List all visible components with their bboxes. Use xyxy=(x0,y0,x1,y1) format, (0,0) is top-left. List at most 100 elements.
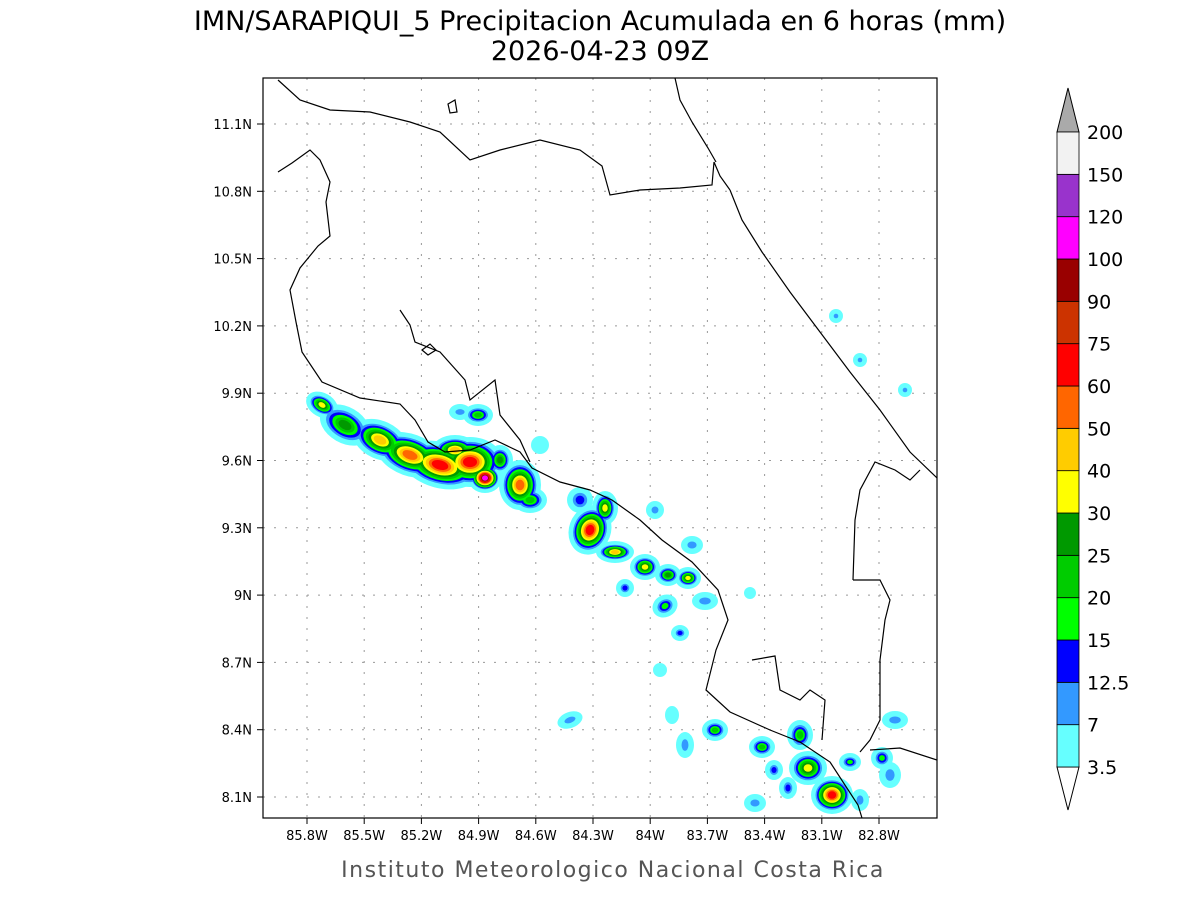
precip-contour xyxy=(455,409,465,415)
colorbar-swatch xyxy=(1056,512,1080,556)
precip-contour xyxy=(610,549,620,555)
precip-contour xyxy=(687,541,697,549)
colorbar-label: 15 xyxy=(1087,630,1111,652)
precip-contour xyxy=(481,475,489,481)
precip-contour xyxy=(744,587,756,599)
colorbar-swatch xyxy=(1056,554,1080,599)
precip-contour xyxy=(677,630,683,636)
precip-contour xyxy=(711,727,719,733)
lon-tick-label: 84.9W xyxy=(458,829,500,844)
precip-contour xyxy=(515,479,525,491)
colorbar: 3.5 7 12.5 15 20 25 30 40 50 60 75 90 100 120 150 200 xyxy=(1056,87,1129,811)
precip-contour xyxy=(653,663,667,677)
precip-contour xyxy=(641,564,649,570)
lon-tick-label: 84.3W xyxy=(572,829,614,844)
precip-contour xyxy=(525,496,535,504)
lon-tick-label: 83.4W xyxy=(744,829,786,844)
colorbar-label: 120 xyxy=(1087,207,1123,229)
colorbar-label: 75 xyxy=(1087,334,1111,356)
colorbar-label: 30 xyxy=(1087,503,1111,525)
panama-border xyxy=(852,461,937,761)
precip-contour xyxy=(803,764,813,772)
nicaragua-border xyxy=(277,79,731,196)
grid-lines xyxy=(263,78,937,818)
precip-contour xyxy=(462,456,478,468)
precip-contour xyxy=(847,759,853,765)
precip-contour xyxy=(531,436,549,454)
colorbar-swatch xyxy=(1056,216,1080,260)
precip-contour xyxy=(785,784,791,792)
precip-contour xyxy=(602,504,608,512)
precip-contour xyxy=(651,506,659,514)
precip-contour xyxy=(402,450,418,460)
colorbar-swatch xyxy=(1056,597,1080,641)
lat-tick-label: 10.2N xyxy=(213,320,252,335)
lat-tick-label: 11.1N xyxy=(213,118,252,133)
colorbar-swatch xyxy=(1056,300,1080,345)
osa-peninsula xyxy=(751,655,826,741)
precipitation-field xyxy=(306,309,912,814)
precip-contour xyxy=(857,357,863,363)
precip-contour xyxy=(796,731,804,739)
precip-contour xyxy=(497,456,503,464)
precip-contour xyxy=(318,402,326,408)
precip-contour xyxy=(685,575,691,581)
precip-contour xyxy=(431,459,449,471)
colorbar-label: 100 xyxy=(1087,249,1123,271)
precip-contour xyxy=(681,739,689,751)
lat-tick-label: 9N xyxy=(234,589,252,604)
precip-contour xyxy=(474,412,482,418)
lat-tick-label: 9.6N xyxy=(222,455,252,470)
precip-contour xyxy=(885,769,895,781)
colorbar-swatch xyxy=(1056,681,1080,726)
lon-tick-label: 85.5W xyxy=(343,829,385,844)
precip-contour xyxy=(771,766,777,774)
precip-contour xyxy=(665,572,671,578)
precip-contour xyxy=(758,744,766,750)
colorbar-swatch xyxy=(1056,470,1080,514)
precip-contour xyxy=(338,419,352,431)
precip-contour xyxy=(449,446,461,454)
axis-ticks: 85.8W 85.5W 85.2W 84.9W 84.6W 84.3W 84W 83.7W 83… xyxy=(213,118,900,844)
lon-tick-label: 85.2W xyxy=(400,829,442,844)
precip-contour xyxy=(699,597,711,605)
precip-contour xyxy=(585,524,595,536)
lon-tick-label: 82.8W xyxy=(858,829,900,844)
caribbean-coast xyxy=(674,78,937,479)
lat-tick-label: 8.1N xyxy=(222,791,252,806)
colorbar-label: 150 xyxy=(1087,164,1123,186)
colorbar-swatch xyxy=(1056,343,1080,387)
colorbar-label: 20 xyxy=(1087,588,1111,610)
colorbar-label: 60 xyxy=(1087,376,1111,398)
precip-contour xyxy=(622,585,628,591)
colorbar-swatch xyxy=(1056,724,1080,768)
gulf-of-nicoya xyxy=(399,309,531,463)
precip-contour xyxy=(665,706,679,724)
nicoya-island xyxy=(421,343,437,356)
lat-tick-label: 10.5N xyxy=(213,253,252,268)
footer-credit: Instituto Meteorologico Nacional Costa R… xyxy=(341,858,885,883)
precip-contour xyxy=(827,791,837,799)
precip-contour xyxy=(575,495,585,505)
colorbar-label: 3.5 xyxy=(1087,757,1117,779)
lon-tick-label: 84W xyxy=(635,829,665,844)
colorbar-swatch xyxy=(1056,258,1080,302)
precip-contour xyxy=(879,755,885,761)
pacific-coast xyxy=(277,149,863,818)
colorbar-label: 200 xyxy=(1087,122,1123,144)
colorbar-label: 90 xyxy=(1087,291,1111,313)
colorbar-label: 50 xyxy=(1087,418,1111,440)
colorbar-label: 25 xyxy=(1087,545,1111,567)
colorbar-label: 7 xyxy=(1087,715,1099,737)
precip-contour xyxy=(856,795,864,805)
lat-tick-label: 8.7N xyxy=(222,656,252,671)
lat-tick-label: 9.9N xyxy=(222,387,252,402)
plot-frame xyxy=(262,77,938,819)
precip-contour xyxy=(373,435,387,445)
colorbar-swatch xyxy=(1056,131,1080,175)
colorbar-swatch xyxy=(1056,173,1080,218)
lat-tick-label: 9.3N xyxy=(222,522,252,537)
lon-tick-label: 85.8W xyxy=(286,829,328,844)
precip-contour xyxy=(750,799,760,807)
